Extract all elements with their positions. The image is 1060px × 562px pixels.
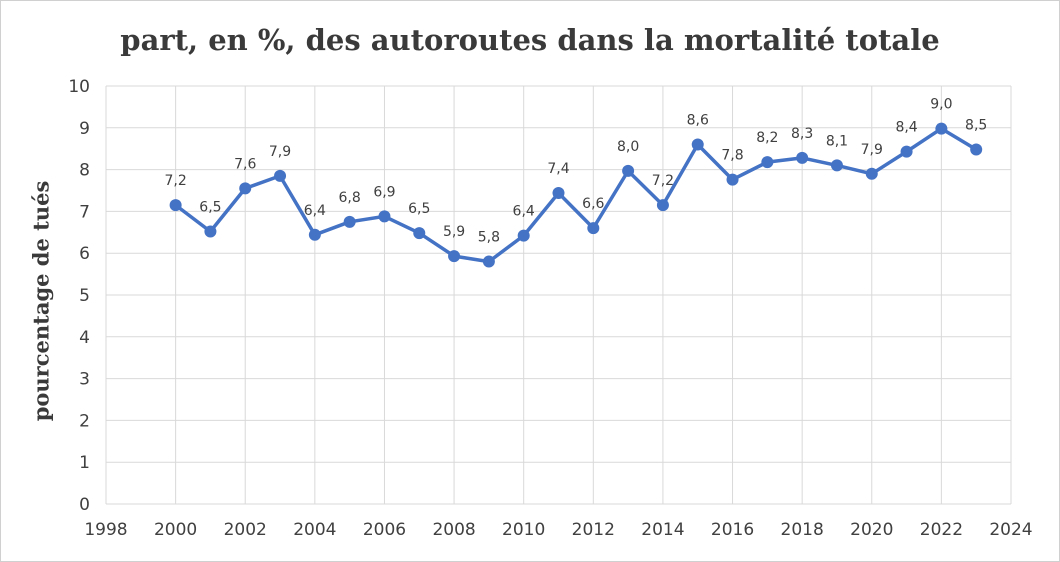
data-label: 8,0	[617, 139, 639, 155]
y-tick-label: 1	[79, 453, 90, 473]
data-point	[691, 138, 704, 151]
x-tick-label: 2004	[293, 520, 336, 540]
data-point	[830, 159, 843, 172]
data-point	[622, 164, 635, 177]
data-label: 6,6	[582, 196, 604, 212]
data-point	[552, 187, 565, 200]
data-label: 7,2	[652, 173, 674, 189]
data-label: 6,5	[199, 199, 221, 215]
data-label: 7,2	[164, 173, 186, 189]
data-point	[343, 215, 356, 228]
data-label: 6,4	[304, 203, 326, 219]
data-label: 8,4	[895, 120, 917, 136]
y-tick-label: 9	[79, 119, 90, 139]
data-label: 7,6	[234, 156, 256, 172]
x-tick-label: 2022	[920, 520, 963, 540]
x-tick-label: 2018	[781, 520, 824, 540]
data-point	[587, 222, 600, 235]
x-tick-label: 2020	[850, 520, 893, 540]
x-tick-label: 2012	[572, 520, 615, 540]
data-point	[865, 167, 878, 180]
data-label: 7,8	[721, 148, 743, 164]
data-point	[900, 145, 913, 158]
y-tick-label: 3	[79, 370, 90, 390]
data-label: 8,3	[791, 126, 813, 142]
data-label: 8,2	[756, 130, 778, 146]
data-label: 8,5	[965, 118, 987, 134]
chart-title: part, en %, des autoroutes dans la morta…	[120, 23, 940, 57]
x-tick-label: 1998	[84, 520, 127, 540]
data-label: 6,9	[373, 184, 395, 200]
data-label: 7,4	[547, 161, 569, 177]
x-tick-label: 2008	[432, 520, 475, 540]
data-point	[796, 151, 809, 164]
data-label: 8,1	[826, 133, 848, 149]
data-point	[308, 228, 321, 241]
y-tick-label: 4	[79, 328, 90, 348]
data-point	[413, 227, 426, 240]
data-label: 5,8	[478, 230, 500, 246]
data-label: 5,9	[443, 224, 465, 240]
data-label: 6,5	[408, 201, 430, 217]
x-tick-label: 2002	[224, 520, 267, 540]
data-point	[169, 199, 182, 212]
data-label: 6,4	[513, 204, 535, 220]
data-point	[726, 173, 739, 186]
y-tick-label: 7	[79, 202, 90, 222]
y-tick-label: 6	[79, 244, 90, 264]
data-point	[378, 210, 391, 223]
data-point	[970, 143, 983, 156]
x-tick-label: 2016	[711, 520, 754, 540]
data-label: 7,9	[861, 142, 883, 158]
data-point	[656, 199, 669, 212]
data-label: 6,8	[339, 190, 361, 206]
data-point	[517, 229, 530, 242]
data-label: 9,0	[930, 97, 952, 113]
x-tick-label: 2010	[502, 520, 545, 540]
data-point	[482, 255, 495, 268]
x-tick-label: 2024	[989, 520, 1032, 540]
data-label: 7,9	[269, 144, 291, 160]
y-tick-label: 0	[79, 495, 90, 515]
x-tick-label: 2000	[154, 520, 197, 540]
x-tick-label: 2006	[363, 520, 406, 540]
data-point	[761, 156, 774, 169]
y-tick-label: 5	[79, 286, 90, 306]
data-point	[448, 250, 461, 263]
series-line	[174, 126, 978, 264]
x-tick-label: 2014	[641, 520, 684, 540]
data-point	[239, 182, 252, 195]
data-point	[935, 122, 948, 135]
y-tick-label: 8	[79, 161, 90, 181]
data-label: 8,6	[687, 113, 709, 129]
y-tick-label: 2	[79, 411, 90, 431]
data-point	[274, 169, 287, 182]
y-tick-label: 10	[68, 77, 90, 97]
data-point	[204, 225, 217, 238]
